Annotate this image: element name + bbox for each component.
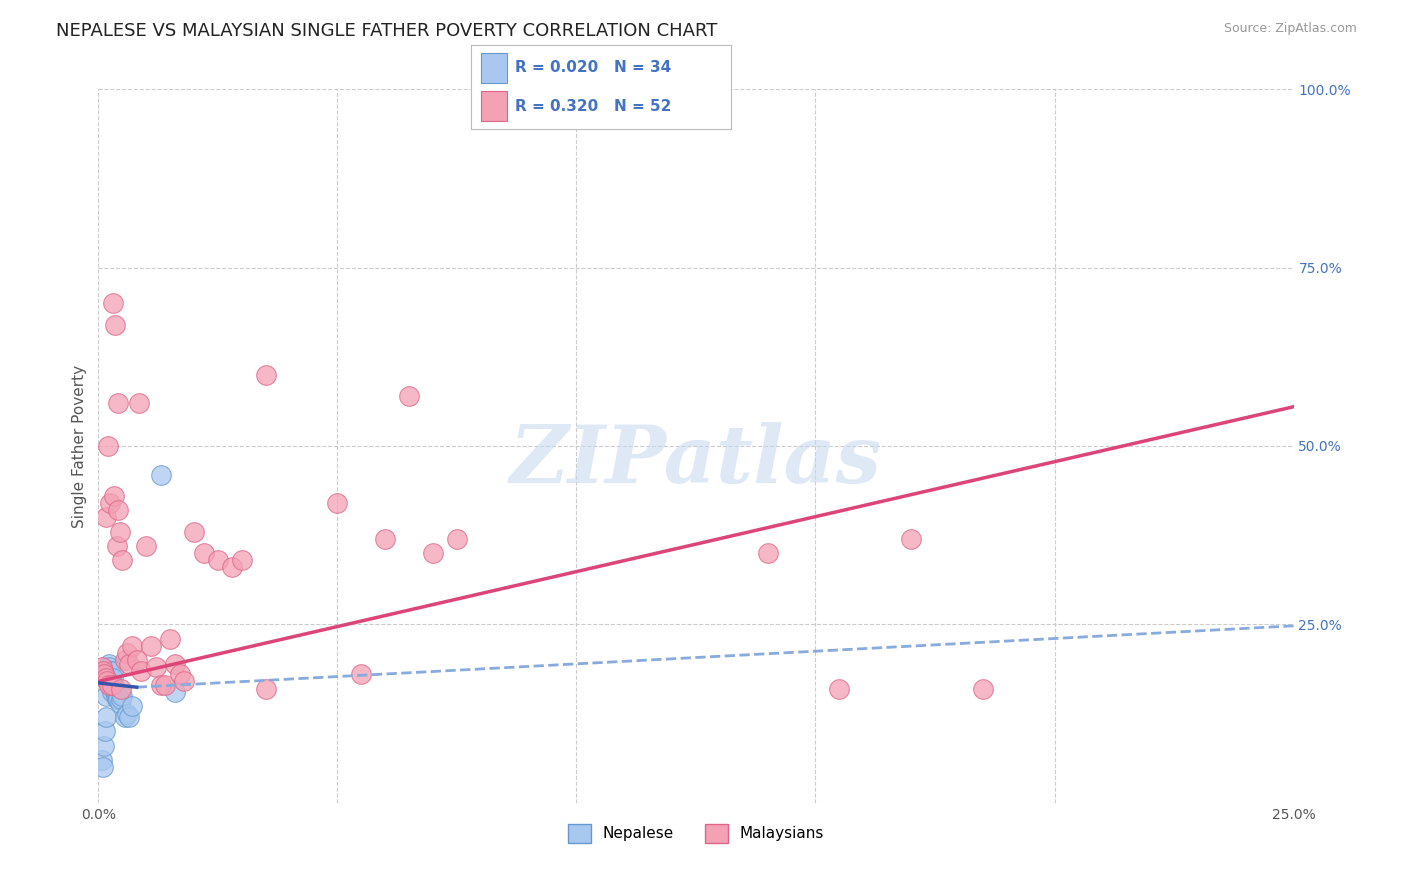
Point	[121, 699, 143, 714]
Point	[96, 667, 118, 681]
Point	[900, 532, 922, 546]
Point	[104, 689, 127, 703]
Y-axis label: Single Father Poverty: Single Father Poverty	[72, 365, 87, 527]
Point	[97, 678, 120, 692]
Text: R = 0.320   N = 52: R = 0.320 N = 52	[515, 98, 672, 113]
Point	[207, 553, 229, 567]
Point	[107, 692, 129, 706]
Point	[111, 689, 134, 703]
Point	[94, 710, 117, 724]
Point	[114, 653, 136, 667]
Point	[98, 664, 121, 678]
Point	[193, 546, 215, 560]
Point	[97, 439, 120, 453]
Point	[98, 660, 121, 674]
Point	[118, 710, 141, 724]
Point	[374, 532, 396, 546]
Point	[107, 503, 129, 517]
Point	[125, 653, 148, 667]
Point	[94, 510, 117, 524]
Point	[94, 671, 117, 685]
Point	[121, 639, 143, 653]
Point	[398, 389, 420, 403]
Point	[326, 496, 349, 510]
Point	[221, 560, 243, 574]
Point	[108, 524, 131, 539]
Text: Source: ZipAtlas.com: Source: ZipAtlas.com	[1223, 22, 1357, 36]
Point	[155, 678, 177, 692]
FancyBboxPatch shape	[481, 54, 508, 83]
Point	[97, 671, 120, 685]
Point	[101, 671, 124, 685]
Point	[104, 685, 127, 699]
Text: NEPALESE VS MALAYSIAN SINGLE FATHER POVERTY CORRELATION CHART: NEPALESE VS MALAYSIAN SINGLE FATHER POVE…	[56, 22, 717, 40]
Point	[163, 657, 186, 671]
Point	[118, 657, 141, 671]
Point	[110, 681, 132, 696]
Point	[94, 724, 117, 739]
Point	[96, 674, 118, 689]
Point	[183, 524, 205, 539]
Point	[107, 689, 129, 703]
Point	[173, 674, 195, 689]
Point	[93, 739, 115, 753]
Point	[756, 546, 779, 560]
Point	[169, 667, 191, 681]
Point	[254, 681, 277, 696]
Point	[98, 671, 122, 685]
FancyBboxPatch shape	[481, 91, 508, 120]
Point	[128, 396, 150, 410]
Point	[101, 296, 124, 310]
Point	[103, 678, 125, 692]
Point	[107, 396, 129, 410]
Point	[115, 706, 138, 721]
Point	[828, 681, 851, 696]
Point	[114, 710, 136, 724]
Point	[97, 664, 120, 678]
Text: ZIPatlas: ZIPatlas	[510, 422, 882, 499]
Point	[105, 692, 128, 706]
Point	[101, 685, 124, 699]
Legend: Nepalese, Malaysians: Nepalese, Malaysians	[561, 818, 831, 848]
Text: R = 0.020   N = 34: R = 0.020 N = 34	[515, 61, 672, 76]
Point	[139, 639, 162, 653]
Point	[91, 660, 114, 674]
Point	[972, 681, 994, 696]
Point	[105, 539, 128, 553]
Point	[115, 646, 138, 660]
Point	[131, 664, 153, 678]
Point	[149, 467, 172, 482]
Point	[104, 318, 127, 332]
Point	[159, 632, 181, 646]
Point	[91, 760, 114, 774]
Point	[110, 692, 132, 706]
Point	[231, 553, 253, 567]
Point	[93, 667, 115, 681]
Point	[254, 368, 277, 382]
Point	[91, 753, 114, 767]
Point	[103, 681, 125, 696]
Point	[422, 546, 444, 560]
Point	[350, 667, 373, 681]
Point	[145, 660, 167, 674]
Point	[111, 553, 134, 567]
Point	[98, 496, 122, 510]
Point	[96, 674, 118, 689]
Point	[135, 539, 157, 553]
Point	[101, 664, 124, 678]
Point	[100, 678, 122, 692]
Point	[446, 532, 468, 546]
Point	[163, 685, 186, 699]
Point	[94, 689, 117, 703]
Point	[97, 657, 120, 671]
Point	[103, 489, 125, 503]
Point	[149, 678, 172, 692]
Point	[91, 664, 114, 678]
Point	[108, 696, 131, 710]
Point	[101, 678, 124, 692]
